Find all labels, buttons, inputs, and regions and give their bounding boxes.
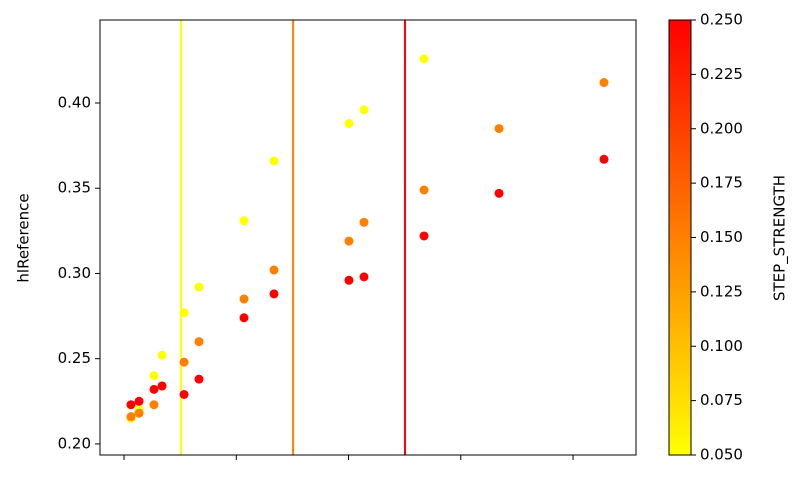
colorbar-tick-label: 0.200 bbox=[700, 119, 743, 137]
y-tick-label: 0.25 bbox=[58, 349, 91, 367]
point bbox=[494, 124, 504, 134]
point bbox=[126, 412, 136, 422]
point bbox=[419, 54, 429, 64]
point bbox=[344, 118, 354, 128]
point bbox=[157, 350, 167, 360]
point bbox=[344, 236, 354, 246]
point bbox=[359, 272, 369, 282]
point bbox=[494, 188, 504, 198]
colorbar-tick-label: 0.125 bbox=[700, 282, 743, 300]
point bbox=[194, 282, 204, 292]
y-tick-label: 0.30 bbox=[58, 264, 91, 282]
point bbox=[134, 408, 144, 418]
point bbox=[179, 389, 189, 399]
colorbar bbox=[668, 19, 692, 456]
colorbar-tick-label: 0.050 bbox=[700, 446, 743, 464]
point bbox=[179, 357, 189, 367]
point bbox=[157, 381, 167, 391]
point bbox=[599, 78, 609, 88]
colorbar-tick-label: 0.075 bbox=[700, 391, 743, 409]
colorbar-tick-label: 0.225 bbox=[700, 65, 743, 83]
point bbox=[126, 400, 136, 410]
point bbox=[134, 396, 144, 406]
point bbox=[359, 105, 369, 115]
point bbox=[344, 275, 354, 285]
point bbox=[179, 308, 189, 318]
colorbar-tick-label: 0.175 bbox=[700, 174, 743, 192]
point bbox=[194, 374, 204, 384]
point bbox=[149, 384, 159, 394]
plot-frame bbox=[99, 19, 637, 456]
point bbox=[269, 156, 279, 166]
colorbar-tick-label: 0.250 bbox=[700, 11, 743, 29]
point bbox=[269, 289, 279, 299]
point bbox=[149, 400, 159, 410]
colorbar-tick-label: 0.100 bbox=[700, 337, 743, 355]
point bbox=[419, 185, 429, 195]
point bbox=[269, 265, 279, 275]
point bbox=[419, 231, 429, 241]
point bbox=[359, 217, 369, 227]
colorbar-tick-label: 0.150 bbox=[700, 228, 743, 246]
point bbox=[239, 216, 249, 226]
point bbox=[149, 371, 159, 381]
point bbox=[599, 154, 609, 164]
point bbox=[239, 313, 249, 323]
point bbox=[194, 337, 204, 347]
y-tick-label: 0.40 bbox=[58, 94, 91, 112]
y-axis-label: hlReference bbox=[15, 193, 33, 282]
y-tick-label: 0.35 bbox=[58, 179, 91, 197]
point bbox=[239, 294, 249, 304]
colorbar-label: STEP_STRENGTH bbox=[771, 175, 790, 301]
y-tick-label: 0.20 bbox=[58, 434, 91, 452]
